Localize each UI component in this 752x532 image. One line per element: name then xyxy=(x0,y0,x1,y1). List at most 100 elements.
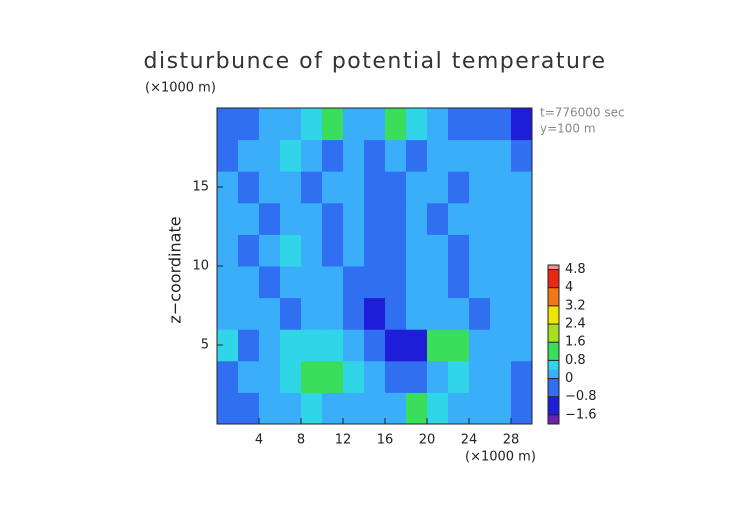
heat-cell xyxy=(322,329,344,362)
heat-cell xyxy=(406,234,428,267)
heat-cell xyxy=(490,392,512,425)
heat-cell xyxy=(238,266,260,299)
heat-cell xyxy=(448,202,470,235)
heat-cell xyxy=(427,234,449,267)
heat-cell xyxy=(490,234,512,267)
heat-cell xyxy=(343,202,365,235)
heat-cell xyxy=(301,392,323,425)
x-tick-label: 28 xyxy=(503,433,520,448)
heat-cell xyxy=(490,360,512,393)
x-tick-label: 12 xyxy=(335,433,352,448)
heat-cell xyxy=(343,392,365,425)
heat-cell xyxy=(301,329,323,362)
heat-cell xyxy=(469,297,491,330)
heat-cell xyxy=(238,202,260,235)
heat-cell xyxy=(217,202,239,235)
heat-cell xyxy=(217,266,239,299)
heat-cell xyxy=(406,360,428,393)
heat-cell xyxy=(448,139,470,172)
heat-cell xyxy=(406,392,428,425)
heat-cell xyxy=(259,108,281,141)
colorbar-tick-label: −0.8 xyxy=(565,389,597,404)
heat-cell xyxy=(301,202,323,235)
x-unit-label: (×1000 m) xyxy=(465,450,536,465)
heat-cell xyxy=(364,329,386,362)
heat-cell xyxy=(364,171,386,204)
heat-cell xyxy=(259,266,281,299)
heat-cell xyxy=(280,266,302,299)
annotation: t=776000 sec xyxy=(540,106,625,120)
heat-cell xyxy=(364,392,386,425)
heat-cell xyxy=(406,139,428,172)
heat-cell xyxy=(301,139,323,172)
colorbar-tick-label: 1.6 xyxy=(565,335,586,350)
heat-cell xyxy=(469,202,491,235)
heat-cell xyxy=(406,108,428,141)
heat-cell xyxy=(259,329,281,362)
heat-cell xyxy=(217,329,239,362)
heat-cell xyxy=(385,234,407,267)
heat-cell xyxy=(238,139,260,172)
heat-cell xyxy=(217,171,239,204)
heat-cell xyxy=(427,139,449,172)
heat-cell xyxy=(490,329,512,362)
heat-cell xyxy=(427,297,449,330)
heat-cell xyxy=(364,108,386,141)
heat-cell xyxy=(385,202,407,235)
x-tick-label: 4 xyxy=(255,433,263,448)
heat-cell xyxy=(217,234,239,267)
heat-cell xyxy=(343,329,365,362)
colorbar-band xyxy=(548,324,559,343)
heat-cell xyxy=(490,171,512,204)
heat-cell xyxy=(322,266,344,299)
heat-cell xyxy=(322,202,344,235)
heat-cell xyxy=(259,171,281,204)
heat-cell xyxy=(448,266,470,299)
heat-cell xyxy=(406,202,428,235)
heat-cell xyxy=(364,297,386,330)
heat-cell xyxy=(280,139,302,172)
colorbar-band xyxy=(548,305,559,325)
heat-cell xyxy=(343,234,365,267)
heat-cell xyxy=(238,234,260,267)
annotation: y=100 m xyxy=(540,122,596,136)
heat-cell xyxy=(385,360,407,393)
colorbar-tick-label: 4.8 xyxy=(565,262,586,277)
heat-cell xyxy=(259,297,281,330)
heat-cell xyxy=(490,266,512,299)
heat-cell xyxy=(448,392,470,425)
heat-cell xyxy=(511,297,533,330)
heat-cell xyxy=(448,108,470,141)
heat-cell xyxy=(259,202,281,235)
heat-cell xyxy=(364,360,386,393)
heat-cell xyxy=(427,108,449,141)
y-tick-label: 10 xyxy=(192,259,209,274)
heat-cell xyxy=(364,202,386,235)
heat-cell xyxy=(322,360,344,393)
heat-cell xyxy=(301,171,323,204)
heat-cell xyxy=(469,392,491,425)
colorbar-band xyxy=(548,369,559,379)
heat-cell xyxy=(427,392,449,425)
heat-cell xyxy=(406,329,428,362)
chart-title: disturbunce of potential temperature xyxy=(144,49,607,74)
heat-cell xyxy=(322,171,344,204)
colorbar-tick-label: 2.4 xyxy=(565,317,586,332)
heat-cell xyxy=(364,139,386,172)
heat-cell xyxy=(259,139,281,172)
heat-cell xyxy=(406,171,428,204)
heat-cell xyxy=(301,360,323,393)
colorbar-band xyxy=(548,342,559,361)
colorbar-frame xyxy=(547,264,560,425)
heat-cell xyxy=(217,108,239,141)
heat-cell xyxy=(301,108,323,141)
heat-cell xyxy=(490,108,512,141)
heat-cell xyxy=(322,392,344,425)
colorbar-tick-label: 0 xyxy=(565,371,573,386)
heat-cell xyxy=(280,171,302,204)
heat-cell xyxy=(448,171,470,204)
heat-cell xyxy=(469,171,491,204)
heat-cell xyxy=(385,329,407,362)
heat-cell xyxy=(343,297,365,330)
heat-cell xyxy=(490,297,512,330)
